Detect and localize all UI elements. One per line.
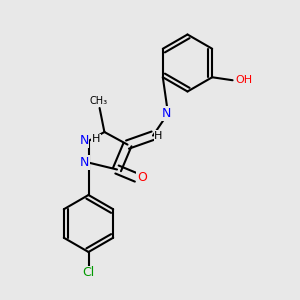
Text: H: H [154, 130, 163, 141]
Text: Cl: Cl [82, 266, 94, 280]
Text: N: N [162, 107, 171, 120]
Text: N: N [80, 156, 90, 169]
Text: CH₃: CH₃ [90, 97, 108, 106]
Text: O: O [137, 171, 147, 184]
Text: N: N [79, 134, 89, 148]
Text: OH: OH [236, 75, 253, 85]
Text: H: H [92, 134, 100, 145]
